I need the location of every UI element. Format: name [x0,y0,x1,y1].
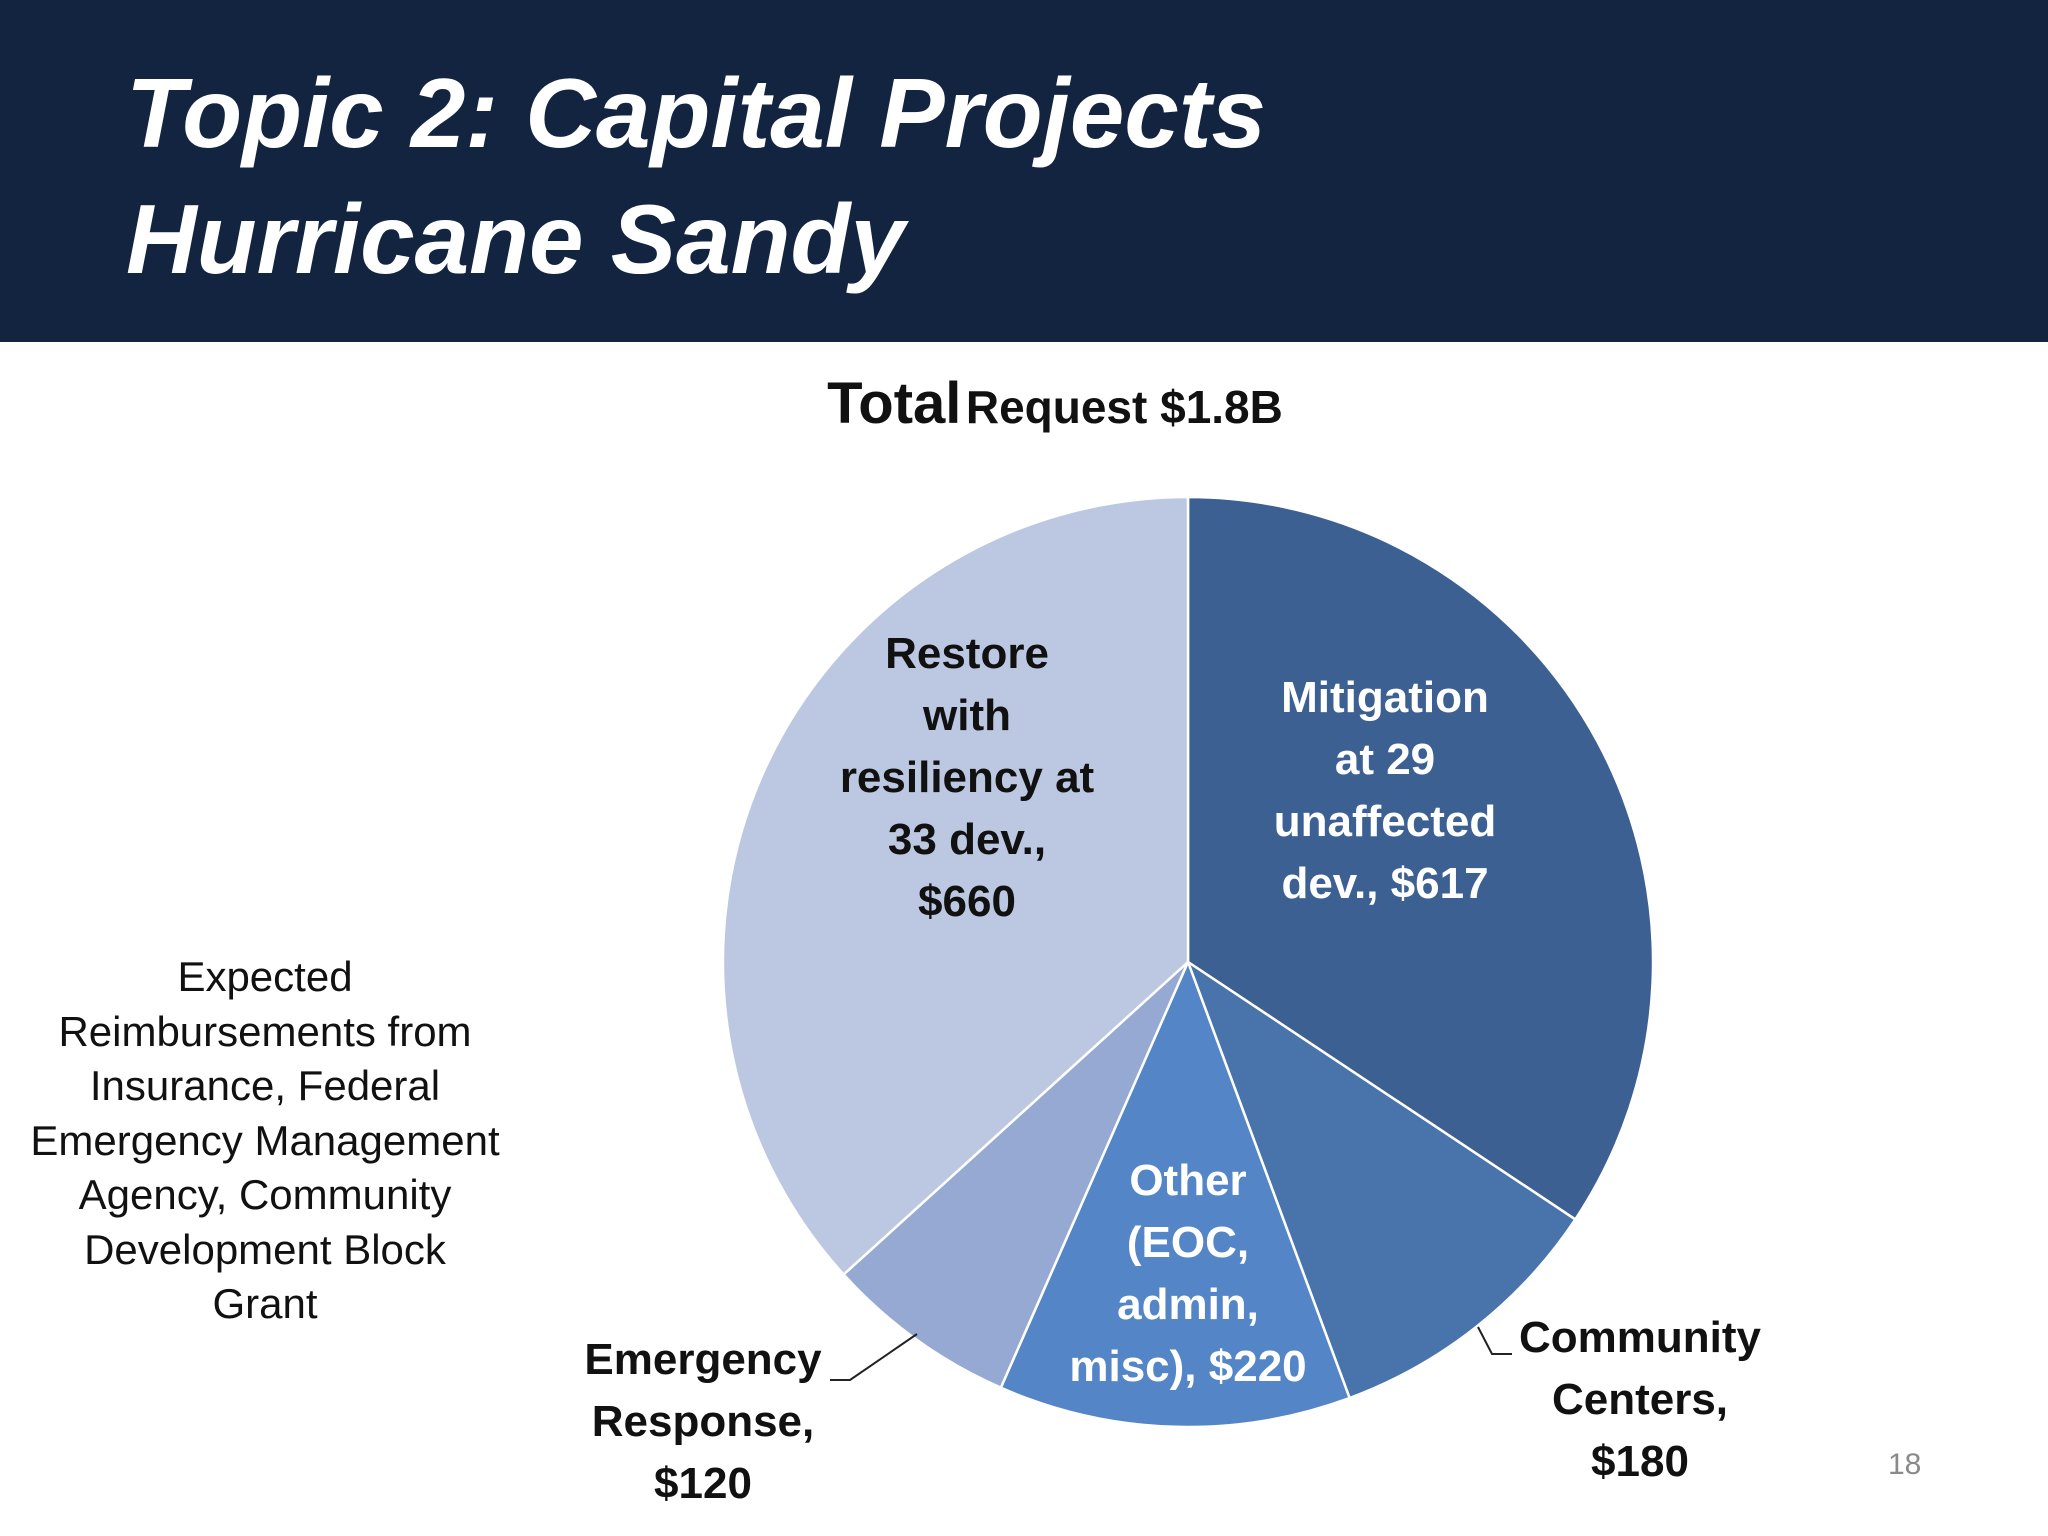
pie-slice-4 [841,961,1190,1390]
slice-label-line: misc), $220 [1069,1342,1306,1391]
slice-label-line: $120 [654,1459,752,1508]
slice-label-line: Other [1129,1156,1246,1205]
leader-line-4 [830,1333,918,1381]
pie-slice-2 [1185,958,1578,1400]
slide-title-line-1: Topic 2: Capital Projects [126,58,1266,168]
slice-label-line: $180 [1591,1437,1689,1486]
pie-slice-5 [721,495,1190,1277]
slice-label-line: Response, [592,1397,815,1446]
slice-label-4: Emergency Response, $120 [584,1335,822,1508]
pie-slice-3 [999,958,1352,1429]
slice-label-line: Centers, [1552,1375,1728,1424]
slice-label-line: 33 dev., [888,815,1046,864]
page-number: 18 [1888,1448,1922,1481]
slice-label-line: $660 [918,877,1016,926]
slice-label-line: (EOC, [1127,1218,1249,1267]
slice-label-line: Community [1519,1313,1762,1362]
slice-label-line: Emergency [584,1335,822,1384]
title-banner: Topic 2: Capital Projects Hurricane Sand… [0,0,2048,342]
slice-label-line: dev., $617 [1281,859,1488,908]
chart-title-request: Request $1.8B [965,381,1283,433]
slice-label-line: Mitigation [1281,673,1489,722]
leader-line-2 [1477,1326,1512,1355]
slice-label-line: with [922,691,1011,740]
slice-label-line: Restore [885,629,1049,678]
slice-label-line: at 29 [1335,735,1435,784]
slide-title-line-2: Hurricane Sandy [126,184,905,294]
slice-label-1: Mitigation at 29 unaffected dev., $617 [1274,673,1496,908]
chart-title-total: Total [827,371,962,436]
slice-label-line: admin, [1117,1280,1259,1329]
slice-label-2: Community Centers, $180 [1519,1313,1762,1486]
slice-label-3: Other (EOC, admin, misc), $220 [1069,1156,1306,1391]
slice-label-line: unaffected [1274,797,1496,846]
slice-label-5: Restore with resiliency at 33 dev., $660 [840,629,1095,926]
slice-label-line: resiliency at [840,753,1095,802]
chart-title: Total Request $1.8B [0,370,2048,437]
reimbursement-note: Expected Reimbursements from Insurance, … [30,953,500,1327]
